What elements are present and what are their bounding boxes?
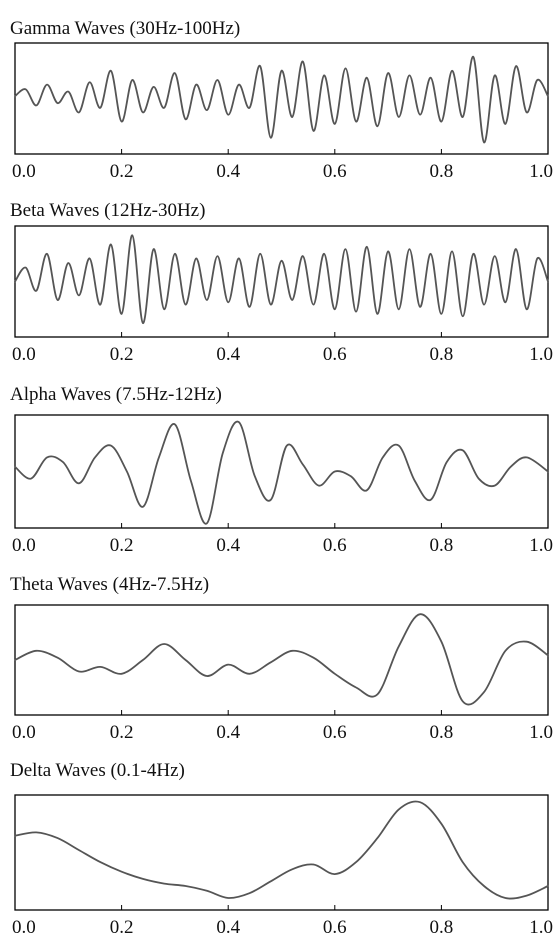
x-tick-label: 0.6 xyxy=(323,161,347,182)
wave-trace xyxy=(14,420,549,525)
panel-title: Alpha Waves (7.5Hz-12Hz) xyxy=(10,384,222,405)
x-tick-label: 0.2 xyxy=(110,722,134,743)
x-tick-label: 0.2 xyxy=(110,161,134,182)
panel-5: Delta Waves (0.1-4Hz) 0.0 0.2 0.4 0.6 0.8 1.0 xyxy=(10,760,553,936)
x-tick-label: 0.6 xyxy=(323,917,347,936)
panel-3: Alpha Waves (7.5Hz-12Hz) 0.0 0.2 0.4 0.6 0.8 1… xyxy=(10,384,553,556)
x-tick-label: 0.8 xyxy=(430,161,454,182)
x-tick-label: 0.6 xyxy=(323,722,347,743)
plot-frame xyxy=(14,42,549,155)
x-tick-label: 0.4 xyxy=(216,535,240,556)
x-tick-label: 0.0 xyxy=(12,344,36,365)
plot-frame xyxy=(14,604,549,716)
x-tick-label: 0.0 xyxy=(12,161,36,182)
x-tick-label: 0.4 xyxy=(216,161,240,182)
x-tick-label: 0.6 xyxy=(323,535,347,556)
x-tick-label: 0.0 xyxy=(12,535,36,556)
panel-2: Beta Waves (12Hz-30Hz) 0.0 0.2 0.4 0.6 0.8 1.0 xyxy=(10,200,553,365)
wave-trace xyxy=(14,613,549,706)
plot-frame xyxy=(14,414,549,529)
wave-trace xyxy=(14,234,549,325)
x-tick-label: 0.4 xyxy=(216,722,240,743)
panel-title: Gamma Waves (30Hz-100Hz) xyxy=(10,18,240,39)
x-tick-label: 0.8 xyxy=(430,722,454,743)
x-tick-label: 1.0 xyxy=(529,344,553,365)
x-tick-label: 0.2 xyxy=(110,917,134,936)
x-tick-label: 1.0 xyxy=(529,161,553,182)
x-tick-label: 1.0 xyxy=(529,535,553,556)
x-tick-label: 1.0 xyxy=(529,722,553,743)
x-tick-label: 0.2 xyxy=(110,344,134,365)
x-tick-label: 0.8 xyxy=(430,344,454,365)
x-tick-label: 0.8 xyxy=(430,917,454,936)
x-tick-label: 1.0 xyxy=(529,917,553,936)
x-tick-label: 0.4 xyxy=(216,344,240,365)
plot-frame xyxy=(14,794,549,911)
panel-title: Beta Waves (12Hz-30Hz) xyxy=(10,200,205,221)
x-tick-label: 0.6 xyxy=(323,344,347,365)
panel-1: Gamma Waves (30Hz-100Hz) 0.0 0.2 0.4 0.6 0.8 1… xyxy=(10,18,553,182)
panel-title: Theta Waves (4Hz-7.5Hz) xyxy=(10,574,209,595)
x-tick-label: 0.8 xyxy=(430,535,454,556)
x-tick-label: 0.0 xyxy=(12,722,36,743)
wave-trace xyxy=(14,800,549,900)
x-tick-label: 0.0 xyxy=(12,917,36,936)
wave-trace xyxy=(14,55,549,144)
x-tick-label: 0.4 xyxy=(216,917,240,936)
x-tick-label: 0.2 xyxy=(110,535,134,556)
panel-4: Theta Waves (4Hz-7.5Hz) 0.0 0.2 0.4 0.6 0.8 1.… xyxy=(10,574,553,743)
panel-title: Delta Waves (0.1-4Hz) xyxy=(10,760,185,781)
